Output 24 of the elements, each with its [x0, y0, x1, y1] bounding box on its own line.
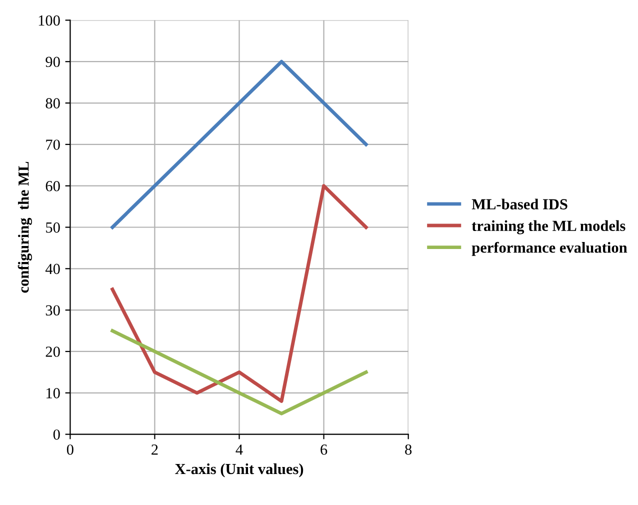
y-tick-label: 20: [46, 346, 60, 357]
x-tick-label: 2: [152, 444, 158, 455]
y-tick-label: 40: [45, 264, 60, 274]
x-tick-label: 4: [236, 444, 243, 455]
x-axis-title: X-axis (Unit values): [175, 463, 304, 478]
line-series: [110, 60, 368, 229]
y-tick-label: 90: [46, 56, 60, 68]
y-tick-label: 100: [38, 15, 60, 26]
legend-label: ML-based IDS: [472, 198, 568, 210]
y-tick-label: 80: [46, 98, 60, 108]
line-series: [110, 329, 368, 416]
x-tick-label: 6: [320, 444, 328, 455]
y-tick-label: 30: [46, 305, 60, 316]
legend-label: training the ML models: [472, 220, 626, 234]
line-series: [110, 184, 368, 403]
y-tick-label: 50: [46, 222, 60, 233]
y-tick-label: 70: [46, 140, 60, 150]
x-tick-label: 8: [405, 444, 412, 455]
y-axis-title: configuring the ML: [18, 162, 32, 293]
y-tick-label: 10: [46, 388, 60, 398]
y-tick-label: 0: [53, 429, 60, 440]
y-tick-label: 60: [46, 180, 60, 192]
x-tick-label: 0: [66, 444, 74, 455]
legend-label: performance evaluation: [472, 242, 628, 256]
